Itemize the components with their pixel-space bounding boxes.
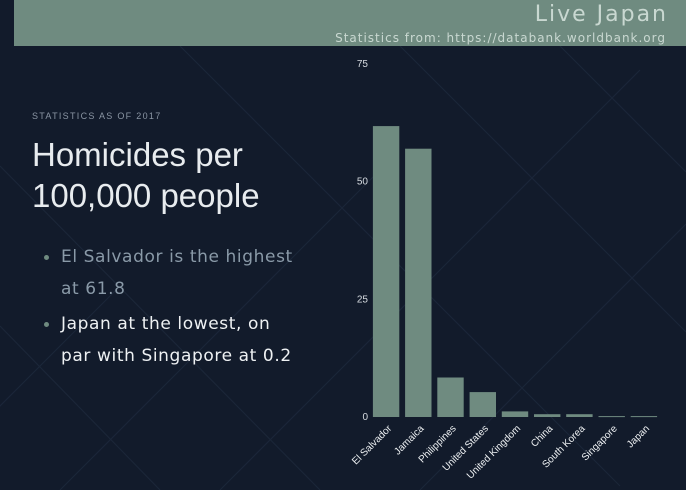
x-tick-label: Japan	[625, 423, 652, 450]
bar-singapore	[598, 416, 625, 418]
y-tick-label: 0	[362, 412, 368, 423]
page-title: Homicides per 100,000 people	[32, 134, 352, 216]
bar-china	[534, 414, 561, 417]
x-tick-label: El Salvador	[350, 423, 394, 467]
bar-jamaica	[405, 148, 432, 417]
title-line: 100,000 people	[32, 177, 260, 214]
fact-line: El Salvador is the highest	[61, 247, 293, 267]
bar-el-salvador	[372, 126, 400, 417]
x-tick-label: Singapore	[580, 423, 620, 463]
date-kicker: STATISTICS AS OF 2017	[32, 111, 162, 121]
fact-lowest: Japan at the lowest, on par with Singapo…	[44, 308, 344, 372]
y-tick-label: 25	[357, 294, 369, 305]
bullet-dot-icon	[44, 322, 49, 327]
bar-philippines	[437, 377, 464, 417]
brand-name: Live Japan	[534, 2, 668, 27]
source-credit: Statistics from: https://databank.worldb…	[335, 31, 666, 45]
fact-highest: El Salvador is the highest at 61.8	[44, 241, 344, 305]
bar-japan	[630, 416, 658, 418]
fact-line: par with Singapore at 0.2	[61, 346, 292, 366]
header-band: Live Japan Statistics from: https://data…	[14, 0, 686, 46]
fact-line: Japan at the lowest, on	[61, 314, 271, 334]
y-tick-label: 75	[357, 59, 369, 70]
fact-line: at 61.8	[61, 279, 126, 299]
title-line: Homicides per	[32, 136, 243, 173]
bar-united-kingdom	[501, 411, 529, 417]
y-tick-label: 50	[357, 177, 369, 188]
bar-south-korea	[566, 414, 593, 417]
x-tick-label: China	[529, 423, 556, 450]
bullet-dot-icon	[44, 255, 49, 260]
bar-united-states	[469, 392, 496, 417]
key-facts-list: El Salvador is the highest at 61.8 Japan…	[44, 241, 344, 375]
